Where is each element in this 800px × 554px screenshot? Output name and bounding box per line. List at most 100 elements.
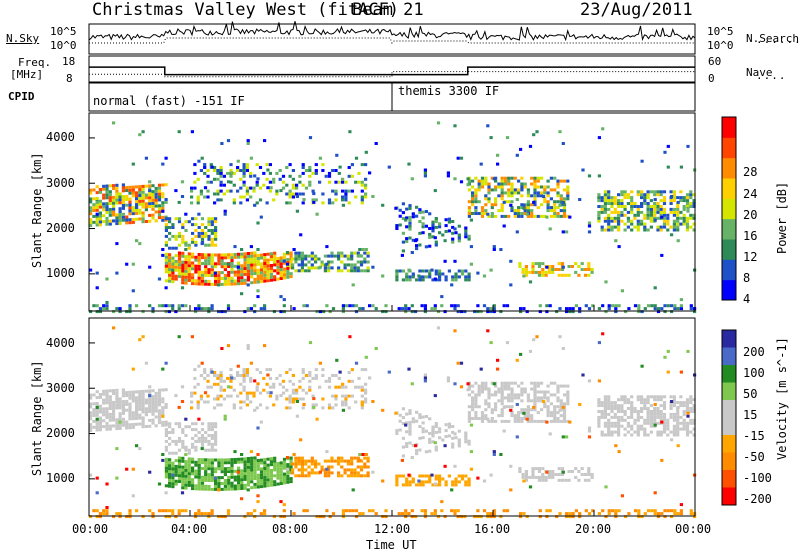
velocity-cell bbox=[322, 515, 326, 519]
velocity-cell bbox=[348, 335, 352, 339]
velocity-cell bbox=[610, 410, 614, 413]
velocity-cell bbox=[457, 480, 461, 484]
power-cell bbox=[513, 212, 517, 215]
power-cell bbox=[230, 276, 234, 280]
velocity-cell bbox=[497, 414, 501, 418]
velocity-cell bbox=[366, 456, 370, 460]
power-cell bbox=[250, 254, 254, 258]
velocity-cell bbox=[168, 464, 172, 468]
velocity-cell bbox=[597, 404, 601, 408]
velocity-cell bbox=[610, 407, 614, 410]
velocity-cell bbox=[438, 436, 442, 440]
power-cell bbox=[285, 201, 289, 205]
power-cell bbox=[549, 214, 553, 218]
velocity-cell bbox=[636, 427, 640, 431]
power-cell bbox=[536, 176, 540, 180]
power-cell bbox=[223, 212, 227, 216]
velocity-cell bbox=[250, 465, 254, 469]
power-cell bbox=[141, 184, 145, 188]
velocity-cell bbox=[441, 477, 445, 481]
velocity-cell bbox=[443, 444, 447, 448]
velocity-cell bbox=[354, 515, 359, 519]
velocity-cell bbox=[459, 515, 464, 519]
velocity-cell bbox=[135, 422, 139, 426]
power-cell bbox=[89, 218, 93, 222]
power-cell bbox=[301, 166, 305, 169]
velocity-cell bbox=[258, 391, 263, 395]
velocity-colorbar-bin bbox=[722, 452, 736, 471]
velocity-cell bbox=[358, 453, 362, 456]
power-cell bbox=[394, 206, 398, 210]
power-cell bbox=[540, 176, 544, 180]
velocity-cell bbox=[210, 442, 214, 446]
power-cell bbox=[630, 190, 634, 194]
power-cell bbox=[553, 214, 557, 218]
velocity-cell bbox=[95, 402, 99, 405]
velocity-cell bbox=[273, 465, 277, 469]
power-cell bbox=[633, 205, 637, 208]
velocity-cell bbox=[164, 515, 168, 519]
power-cell bbox=[692, 228, 696, 232]
velocity-cell bbox=[672, 401, 676, 405]
velocity-cell bbox=[121, 423, 125, 427]
velocity-cell bbox=[387, 370, 391, 374]
velocity-cell bbox=[359, 465, 364, 469]
power-cell bbox=[685, 225, 690, 229]
power-cell bbox=[171, 246, 175, 250]
velocity-cell bbox=[464, 431, 468, 435]
velocity-cell bbox=[118, 420, 122, 424]
power-cell bbox=[164, 226, 168, 229]
power-cell bbox=[532, 133, 536, 137]
velocity-cell bbox=[480, 387, 485, 391]
power-cell bbox=[164, 156, 168, 160]
velocity-cell bbox=[121, 417, 125, 421]
velocity-cell bbox=[295, 400, 299, 403]
power-cell bbox=[180, 195, 185, 198]
velocity-cell bbox=[253, 456, 257, 460]
velocity-cell bbox=[138, 399, 142, 402]
power-cell bbox=[184, 269, 188, 273]
power-cell bbox=[161, 304, 165, 308]
power-cell bbox=[200, 282, 205, 286]
power-cell bbox=[471, 185, 475, 189]
power-cell bbox=[256, 277, 260, 281]
velocity-cell bbox=[453, 329, 457, 333]
velocity-cell bbox=[464, 480, 468, 484]
velocity-cell bbox=[464, 434, 468, 438]
velocity-cell bbox=[304, 391, 309, 395]
velocity-cell bbox=[210, 470, 214, 474]
velocity-cell bbox=[617, 407, 621, 410]
power-cell bbox=[547, 268, 551, 271]
power-cell bbox=[646, 202, 650, 205]
velocity-cell bbox=[187, 451, 191, 455]
power-cell bbox=[213, 177, 217, 181]
power-cell bbox=[459, 156, 464, 160]
velocity-cell bbox=[229, 385, 233, 389]
power-cell bbox=[181, 237, 185, 241]
velocity-cell bbox=[131, 396, 135, 400]
velocity-cell bbox=[105, 392, 109, 396]
power-cell bbox=[157, 210, 162, 214]
velocity-cell bbox=[154, 415, 158, 419]
velocity-cell bbox=[659, 412, 663, 416]
power-cell bbox=[395, 269, 399, 273]
power-cell bbox=[407, 307, 411, 311]
power-cell bbox=[477, 188, 481, 192]
power-cell bbox=[603, 216, 607, 220]
velocity-cell bbox=[603, 404, 607, 408]
velocity-cell bbox=[258, 403, 263, 407]
velocity-cell bbox=[237, 466, 241, 470]
velocity-cell bbox=[620, 494, 624, 498]
power-cell bbox=[489, 307, 493, 311]
power-cell bbox=[636, 190, 640, 194]
velocity-cell bbox=[243, 515, 247, 519]
power-cell bbox=[279, 189, 283, 193]
power-cell bbox=[447, 269, 451, 273]
velocity-cell bbox=[553, 381, 557, 385]
noise-sky-line bbox=[88, 21, 696, 42]
power-cell bbox=[278, 177, 282, 181]
power-cell bbox=[230, 282, 234, 286]
power-cell bbox=[471, 194, 475, 198]
velocity-cell bbox=[164, 475, 168, 479]
velocity-cell bbox=[125, 399, 129, 403]
